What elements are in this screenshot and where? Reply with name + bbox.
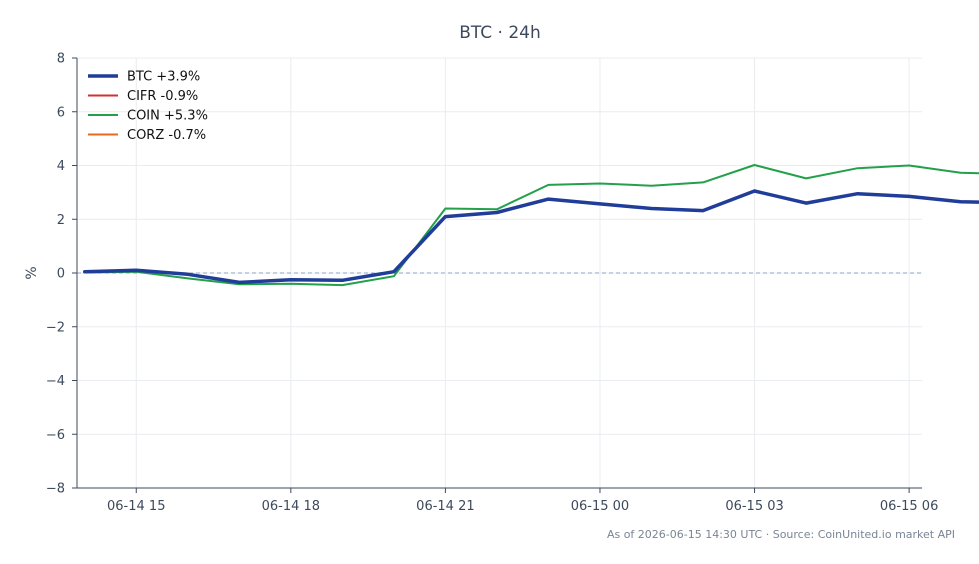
y-tick-label: 6 xyxy=(57,105,65,120)
series-line xyxy=(82,189,979,285)
series-line xyxy=(83,164,979,287)
tick-labels: −8 −6 −4 −2 0 2 4 6 8 06-14 15 06-14 18 06-14 21 06-… xyxy=(46,52,939,515)
y-tick-label: −8 xyxy=(46,482,65,497)
x-tick-label: 06-14 21 xyxy=(416,499,474,514)
axes xyxy=(72,57,922,493)
x-tick-label: 06-15 03 xyxy=(725,499,783,514)
y-axis-label: % xyxy=(24,266,40,279)
y-tick-label: 8 xyxy=(57,52,65,67)
y-tick-label: 2 xyxy=(57,213,65,228)
x-tick-label: 06-15 06 xyxy=(880,499,938,514)
footer-note: As of 2026-06-15 14:30 UTC · Source: Coi… xyxy=(607,528,955,541)
x-tick-label: 06-15 00 xyxy=(571,499,629,514)
legend-entry: COIN +5.3% xyxy=(127,109,208,124)
y-tick-label: −6 xyxy=(46,428,65,443)
legend-entry: CIFR -0.9% xyxy=(127,89,198,104)
legend-entry: CORZ -0.7% xyxy=(127,128,206,143)
legend-entry: BTC +3.9% xyxy=(127,70,200,85)
chart-title: BTC · 24h xyxy=(459,23,541,43)
y-tick-label: 0 xyxy=(57,267,65,282)
legend: BTC +3.9% CIFR -0.9% COIN +5.3% CORZ -0.7% xyxy=(88,70,208,143)
y-tick-label: 4 xyxy=(57,159,65,174)
y-tick-label: −2 xyxy=(46,320,65,335)
x-tick-label: 06-14 15 xyxy=(107,499,165,514)
series-lines xyxy=(82,164,979,287)
x-tick-label: 06-14 18 xyxy=(262,499,320,514)
y-tick-label: −4 xyxy=(46,374,65,389)
